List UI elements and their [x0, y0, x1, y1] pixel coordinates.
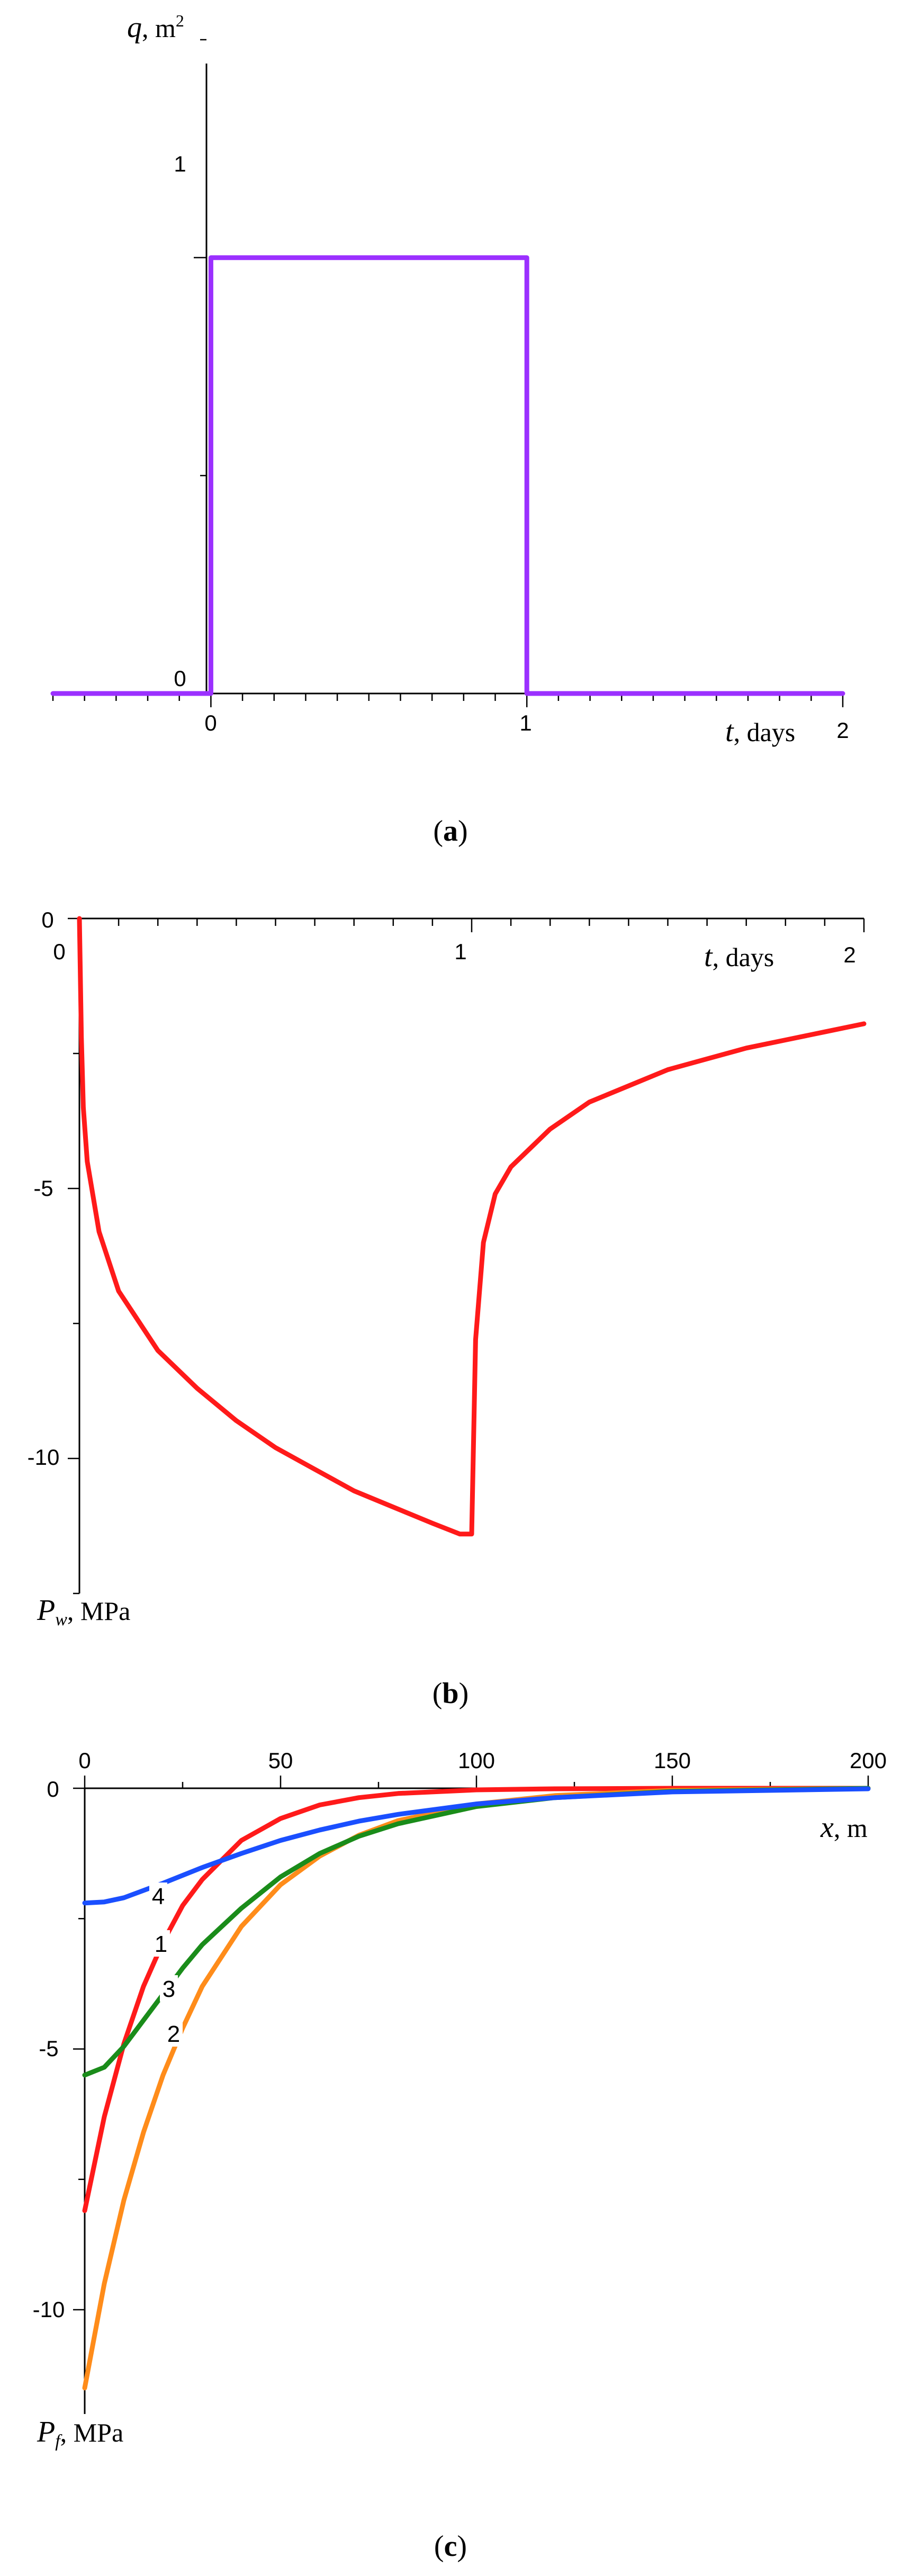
curve-3-label-bg	[160, 1975, 178, 2002]
panel-a-x-tick-label-2: 2	[836, 718, 849, 743]
curve-3-label: 3	[163, 1976, 175, 2002]
panel-c: 0 -5 -10 0 50 100 150 200 x, m Pf, MPa 4…	[33, 1748, 887, 2563]
panel-b-x-tick-label-0: 0	[53, 939, 65, 964]
panel-b-caption-letter: b	[442, 1677, 458, 1710]
panel-b-series	[77, 916, 867, 1537]
panel-b-caption: (b)	[433, 1677, 468, 1710]
panel-c-x-tick-label-0: 0	[78, 1748, 91, 1773]
panel-b: 0 -5 -10 0 1 2 t, days Pw, MPa (b)	[28, 907, 867, 1710]
panel-a-xlabel: t, days	[725, 715, 795, 748]
panel-a-x-tick-label-1: 1	[519, 710, 531, 735]
panel-b-xlabel: t, days	[704, 940, 774, 973]
panel-a-x-tick-label-0: 0	[204, 710, 217, 735]
panel-c-y-tick-label-1: -5	[39, 2036, 58, 2061]
panel-a-ylabel: q, m2	[127, 11, 184, 44]
panel-c-ylabel: Pf, MPa	[37, 2416, 123, 2451]
curve-4-label-bg	[149, 1883, 167, 1909]
panel-c-x-tick-label-1: 50	[268, 1748, 293, 1773]
panel-c-series-3-line	[82, 1786, 871, 2078]
panel-c-ticks	[73, 1776, 869, 2311]
panel-c-series-1-line	[82, 1786, 871, 2213]
panel-a-series-1-line	[50, 255, 845, 696]
panel-c-series-4-line	[82, 1786, 871, 1906]
panel-b-x-tick-label-1: 1	[454, 939, 466, 964]
panel-b-y-tick-label-2: -10	[28, 1445, 60, 1470]
panel-a: 0 1 0 1 2 q, m2 t, days (a)	[50, 11, 849, 848]
panel-b-ylabel: Pw, MPa	[37, 1594, 130, 1629]
curve-4-label: 4	[152, 1884, 165, 1910]
panel-a-y-tick-label-0: 0	[174, 666, 186, 691]
panel-c-x-tick-label-2: 100	[458, 1748, 495, 1773]
panel-c-series	[82, 1786, 871, 2391]
panel-a-ticks	[52, 39, 844, 707]
panel-c-x-tick-label-4: 200	[850, 1748, 887, 1773]
panel-a-series	[50, 255, 845, 696]
panel-a-caption-letter: a	[443, 815, 458, 848]
panel-b-series-1-line	[77, 916, 867, 1537]
panel-c-caption-letter: c	[444, 2530, 457, 2563]
curve-1-label: 1	[155, 1931, 167, 1957]
panel-c-curve-labels: 4 1 3 2	[149, 1883, 183, 2047]
panel-b-y-tick-label-1: -5	[33, 1176, 53, 1201]
panel-b-y-tick-label-0: 0	[41, 907, 53, 932]
curve-2-label: 2	[167, 2021, 180, 2047]
panel-c-y-tick-label-0: 0	[47, 1777, 59, 1802]
panel-c-caption: (c)	[434, 2530, 467, 2563]
panel-a-caption: (a)	[433, 815, 467, 848]
panel-b-ticks	[68, 917, 865, 1595]
panel-a-y-tick-label-1: 1	[174, 151, 186, 176]
panel-c-x-tick-label-3: 150	[654, 1748, 691, 1773]
curve-2-label-bg	[165, 2020, 183, 2047]
panel-b-x-tick-label-2: 2	[843, 942, 855, 967]
panel-c-y-tick-label-2: -10	[33, 2297, 65, 2322]
curve-1-label-bg	[152, 1930, 170, 1957]
panel-c-xlabel: x, m	[820, 1811, 868, 1844]
